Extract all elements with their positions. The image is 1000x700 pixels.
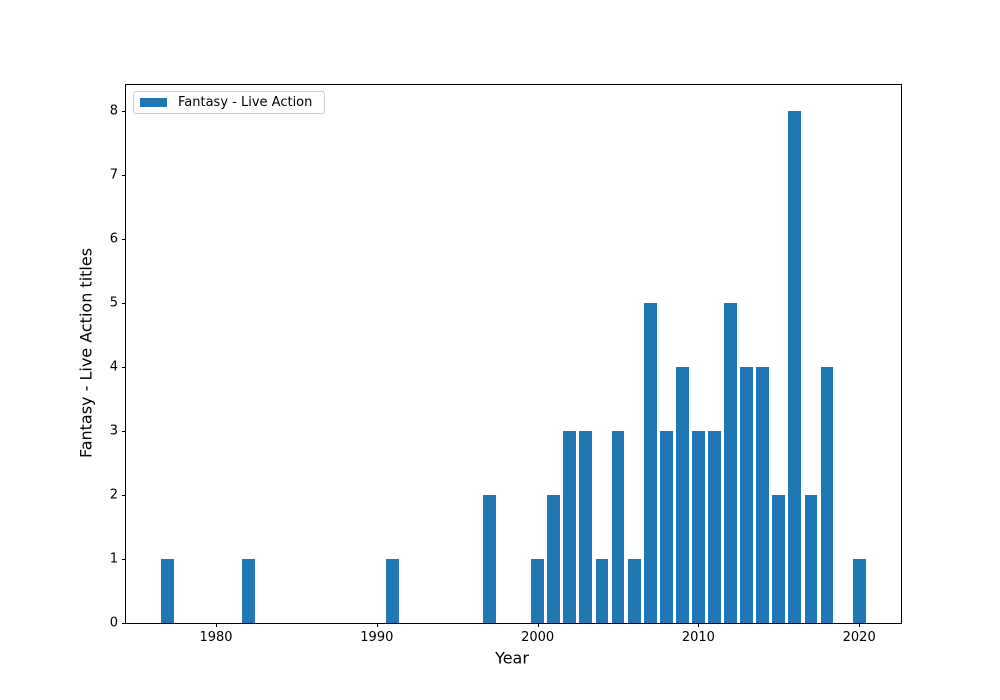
y-tick-label: 3 (109, 423, 118, 439)
bar-2005 (611, 430, 625, 623)
x-tick-label: 1980 (199, 630, 233, 645)
bar-2017 (804, 494, 818, 623)
bar-2016 (788, 110, 802, 623)
y-tick (122, 494, 126, 496)
y-axis-label: Fantasy - Live Action titles (76, 247, 96, 459)
bar-2007 (643, 302, 657, 623)
bar-2003 (579, 430, 593, 623)
bar-1982 (241, 558, 255, 623)
x-axis-label: Year (495, 648, 529, 668)
bar-2002 (563, 430, 577, 623)
y-tick (122, 110, 126, 112)
bar-2020 (852, 558, 866, 623)
x-tick-label: 2010 (681, 630, 715, 645)
bar-2018 (820, 366, 834, 623)
y-tick-label: 5 (109, 295, 118, 311)
x-tick-label: 2000 (521, 630, 555, 645)
y-tick-label: 7 (109, 167, 118, 183)
bar-1991 (386, 558, 400, 623)
y-tick (122, 623, 126, 624)
y-tick (122, 238, 126, 240)
bar-1977 (161, 558, 175, 623)
x-tick-label: 2020 (842, 630, 876, 645)
bar-2014 (756, 366, 770, 623)
y-tick (122, 174, 126, 176)
y-tick (122, 430, 126, 432)
y-tick-label: 4 (109, 359, 118, 375)
x-tick-label: 1990 (360, 630, 394, 645)
x-tick (698, 623, 700, 627)
bar-2011 (708, 430, 721, 623)
bar-2004 (595, 558, 609, 623)
bar-2008 (659, 430, 673, 623)
y-tick-label: 2 (109, 487, 118, 503)
legend: Fantasy - Live Action (133, 91, 326, 114)
y-tick-label: 1 (109, 551, 118, 567)
legend-label: Fantasy - Live Action (178, 95, 313, 110)
bar-2000 (531, 558, 545, 623)
y-tick-label: 8 (109, 103, 118, 119)
bar-2013 (740, 366, 754, 623)
legend-swatch (140, 98, 167, 107)
y-tick (122, 366, 126, 368)
x-tick (216, 623, 218, 627)
x-tick (376, 623, 378, 627)
bar-1997 (482, 494, 496, 623)
bar-2009 (675, 366, 689, 623)
y-tick-label: 6 (109, 231, 118, 247)
y-tick (122, 302, 126, 304)
bar-2010 (691, 430, 705, 623)
y-tick (122, 558, 126, 560)
plot-area: 1980 1990 2000 2010 2020 0 1 2 3 4 5 6 7 8 Fantasy - … (110, 84, 902, 644)
bar-2001 (547, 494, 561, 623)
x-tick (537, 623, 539, 627)
bar-2015 (772, 494, 786, 623)
y-tick-label: 0 (109, 615, 118, 631)
bar-2012 (724, 302, 737, 623)
bar-2006 (627, 558, 641, 623)
x-tick (859, 623, 861, 627)
